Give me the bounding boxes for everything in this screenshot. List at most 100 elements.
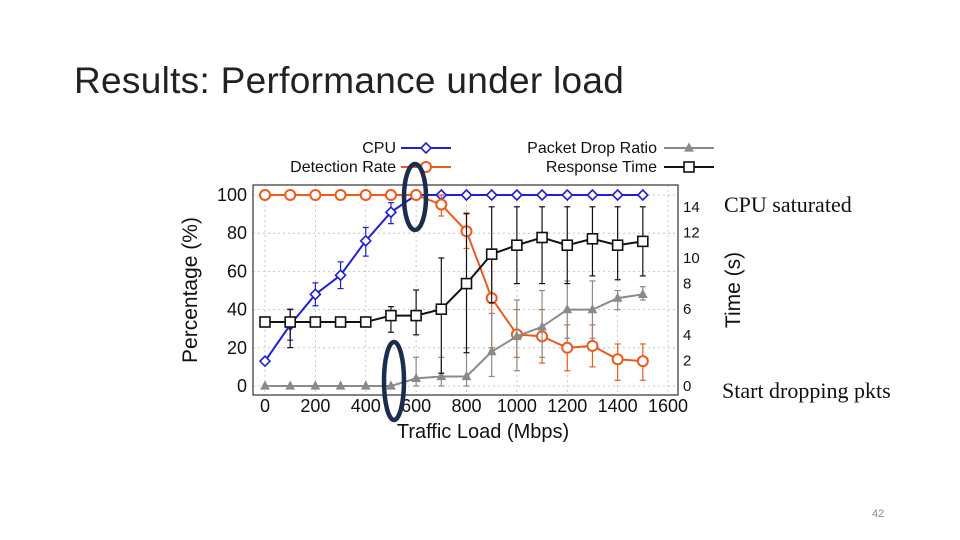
axis-layer: 0 200 400 600 800 1000 1200 1400 1600 0 20 40 60 80 10… <box>217 184 700 416</box>
x-tick-label: 1400 <box>598 396 638 416</box>
data-point <box>636 188 649 202</box>
data-point <box>486 346 497 356</box>
y2-tick-label: 8 <box>683 276 691 293</box>
data-point <box>309 189 322 201</box>
series-layer <box>258 188 649 390</box>
data-point <box>586 339 599 352</box>
data-point <box>586 188 599 202</box>
data-point <box>359 234 372 247</box>
data-point <box>309 288 322 301</box>
highlight-markers <box>381 161 429 423</box>
data-point <box>536 231 548 244</box>
data-point <box>636 355 649 368</box>
x-tick-label: 1600 <box>648 396 688 416</box>
data-point <box>510 188 524 202</box>
data-point <box>334 316 347 328</box>
y-tick-label: 0 <box>237 376 247 396</box>
data-point <box>258 355 272 368</box>
y-tick-label: 80 <box>227 223 247 243</box>
y2-axis-label: Time (s) <box>722 252 745 328</box>
legend-swatch-marker <box>419 141 433 155</box>
data-point <box>334 189 347 201</box>
legend-item-response-time: Response Time <box>546 159 714 176</box>
data-point <box>384 206 398 219</box>
y2-tick-label: 4 <box>683 327 691 344</box>
data-point <box>535 188 549 202</box>
data-point <box>612 292 623 302</box>
data-point <box>435 303 448 316</box>
data-point <box>411 372 422 383</box>
y-tick-label: 20 <box>227 338 247 358</box>
legend-swatch-marker <box>684 142 694 152</box>
y2-tick-label: 12 <box>683 224 700 241</box>
legend-label: Response Time <box>546 159 657 176</box>
data-point <box>485 248 498 260</box>
legend-label: Detection Rate <box>290 159 396 176</box>
data-point <box>511 239 523 251</box>
x-axis-label: Traffic Load (Mbps) <box>397 421 569 443</box>
data-point <box>511 330 522 340</box>
y2-tick-label: 10 <box>683 250 700 267</box>
x-tick-label: 200 <box>300 396 330 416</box>
drop-start-highlight <box>381 339 407 423</box>
data-point <box>537 321 547 331</box>
data-point <box>460 277 473 290</box>
data-point <box>611 239 624 251</box>
plot-frame <box>252 184 679 396</box>
series-line-packet-drop-ratio <box>265 293 643 387</box>
data-point <box>611 188 624 202</box>
cpu-saturation-highlight <box>401 161 429 233</box>
data-point <box>284 316 296 328</box>
slide-title: Results: Performance under load <box>74 60 625 101</box>
data-point <box>637 235 649 248</box>
y2-tick-label: 2 <box>683 352 691 369</box>
data-point <box>334 269 347 282</box>
y-tick-label: 40 <box>227 300 247 320</box>
data-point <box>561 188 574 202</box>
data-point <box>410 309 422 322</box>
legend-label: Packet Drop Ratio <box>527 140 657 157</box>
legend-item-packet-drop-ratio: Packet Drop Ratio <box>527 140 714 157</box>
data-point <box>360 380 371 390</box>
data-point <box>460 188 473 202</box>
start-dropping-callout: Start dropping pkts <box>722 378 891 403</box>
x-tick-label: 1200 <box>547 396 587 416</box>
data-point <box>309 316 322 328</box>
data-point <box>259 189 271 201</box>
data-point <box>259 316 271 328</box>
series-response-time <box>259 206 649 374</box>
y-tick-label: 60 <box>227 261 247 281</box>
data-point <box>284 189 297 201</box>
series-cpu <box>258 188 649 368</box>
data-point <box>562 304 573 314</box>
legend: CPU Detection Rate Packet Drop Ratio Respon… <box>290 140 714 176</box>
y2-tick-label: 14 <box>683 199 700 216</box>
data-point <box>285 380 296 390</box>
data-point <box>384 189 397 201</box>
legend-item-detection-rate: Detection Rate <box>290 159 451 176</box>
data-point <box>587 304 598 314</box>
y-tick-label: 100 <box>217 185 247 205</box>
data-point <box>586 233 599 245</box>
data-point <box>260 380 270 390</box>
cpu-saturated-callout: CPU saturated <box>724 192 852 217</box>
data-point <box>385 309 397 322</box>
data-point <box>611 353 624 366</box>
x-tick-label: 800 <box>451 396 481 416</box>
x-tick-label: 600 <box>401 396 431 416</box>
series-line-cpu <box>264 194 643 362</box>
x-tick-label: 0 <box>260 396 270 416</box>
x-tick-label: 1000 <box>497 396 537 416</box>
y-axis-label: Percentage (%) <box>179 217 202 363</box>
series-packet-drop-ratio <box>260 280 648 390</box>
data-point <box>359 189 372 201</box>
series-line-detection-rate <box>265 194 643 363</box>
page-number: 42 <box>872 508 885 520</box>
data-point <box>461 370 472 381</box>
data-point <box>386 380 396 390</box>
x-tick-label: 400 <box>351 396 381 416</box>
legend-item-cpu: CPU <box>362 140 451 157</box>
axis-labels: Traffic Load (Mbps) Percentage (%) Time … <box>179 217 745 443</box>
data-point <box>561 239 574 251</box>
data-point <box>436 370 447 381</box>
